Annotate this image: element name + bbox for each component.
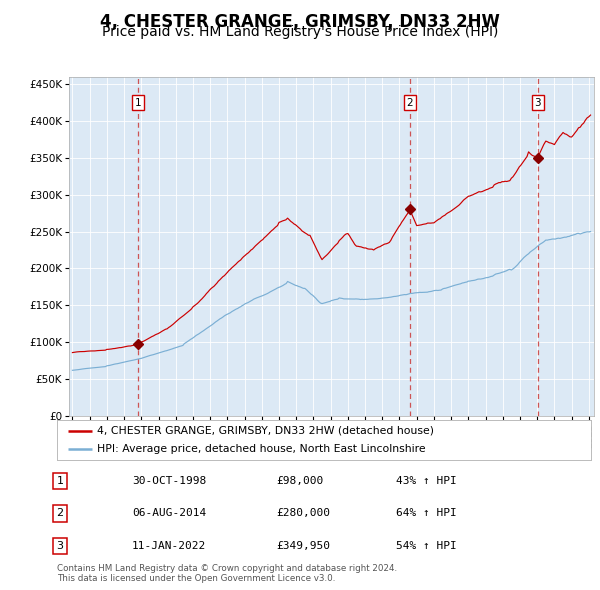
Text: HPI: Average price, detached house, North East Lincolnshire: HPI: Average price, detached house, Nort… xyxy=(97,444,425,454)
Text: 64% ↑ HPI: 64% ↑ HPI xyxy=(396,509,457,519)
Text: Price paid vs. HM Land Registry's House Price Index (HPI): Price paid vs. HM Land Registry's House … xyxy=(102,25,498,39)
Text: 11-JAN-2022: 11-JAN-2022 xyxy=(132,541,206,551)
Text: 4, CHESTER GRANGE, GRIMSBY, DN33 2HW: 4, CHESTER GRANGE, GRIMSBY, DN33 2HW xyxy=(100,13,500,31)
Text: £349,950: £349,950 xyxy=(276,541,330,551)
Text: 06-AUG-2014: 06-AUG-2014 xyxy=(132,509,206,519)
Text: 2: 2 xyxy=(406,97,413,107)
Text: £98,000: £98,000 xyxy=(276,476,323,486)
Text: 4, CHESTER GRANGE, GRIMSBY, DN33 2HW (detached house): 4, CHESTER GRANGE, GRIMSBY, DN33 2HW (de… xyxy=(97,426,434,436)
Text: 1: 1 xyxy=(135,97,142,107)
Text: 3: 3 xyxy=(56,541,64,551)
Text: 1: 1 xyxy=(56,476,64,486)
Text: 3: 3 xyxy=(535,97,541,107)
Text: 2: 2 xyxy=(56,509,64,519)
Text: Contains HM Land Registry data © Crown copyright and database right 2024.
This d: Contains HM Land Registry data © Crown c… xyxy=(57,563,397,583)
Text: 30-OCT-1998: 30-OCT-1998 xyxy=(132,476,206,486)
Text: 54% ↑ HPI: 54% ↑ HPI xyxy=(396,541,457,551)
Text: £280,000: £280,000 xyxy=(276,509,330,519)
Text: 43% ↑ HPI: 43% ↑ HPI xyxy=(396,476,457,486)
